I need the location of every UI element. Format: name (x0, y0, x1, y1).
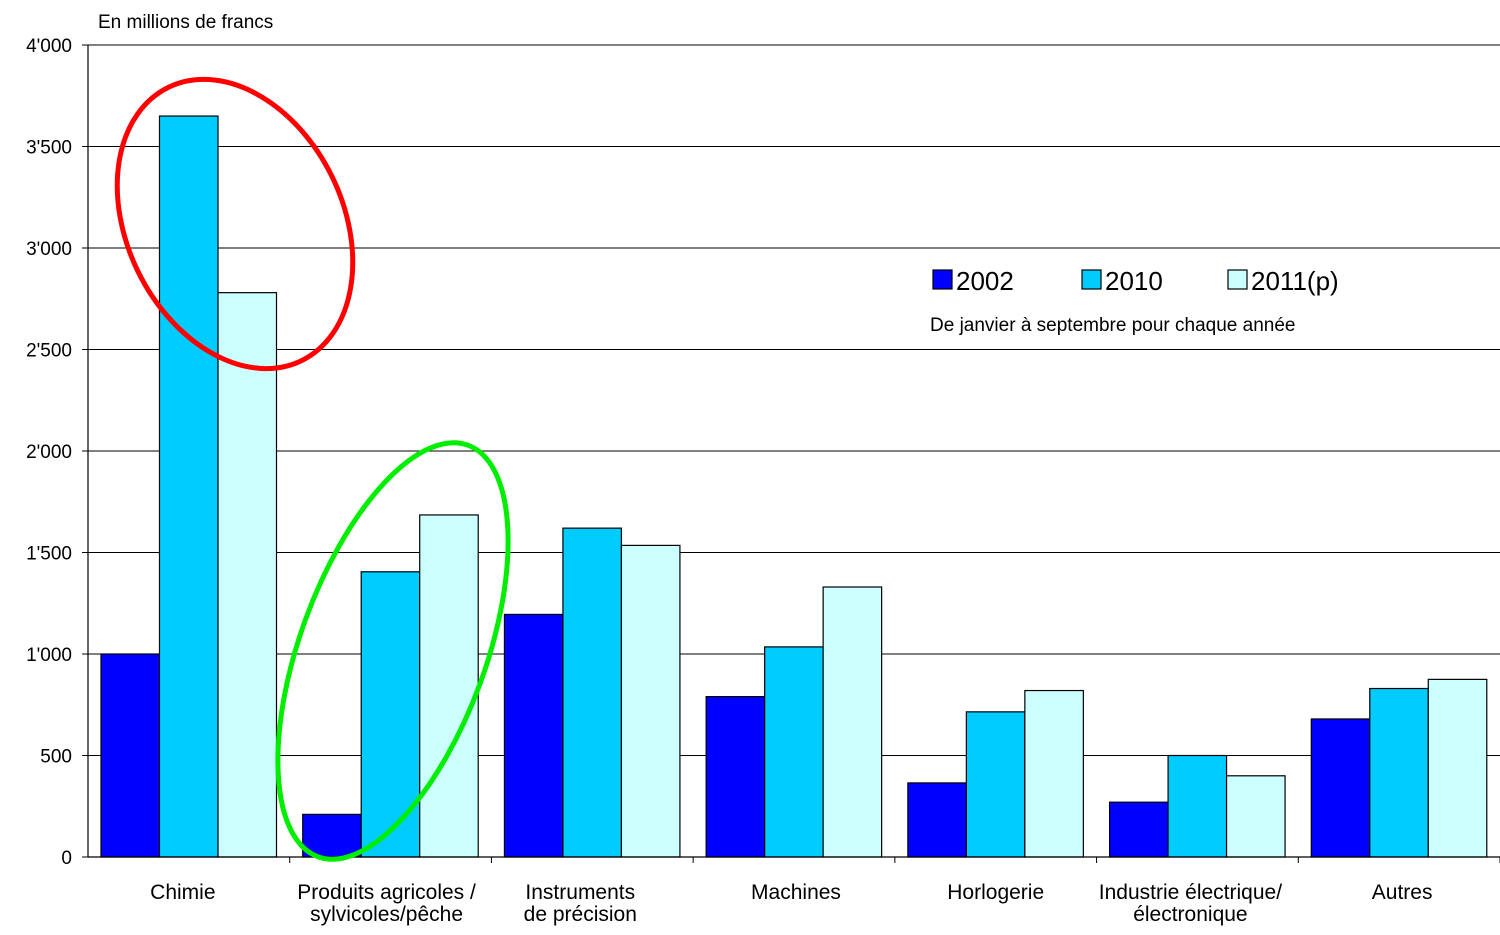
bar-2010-5 (1167, 754, 1228, 858)
bar-2011(p)-6 (1427, 678, 1488, 858)
bar-2002-1 (302, 813, 362, 858)
category-label-2-1: de précision (524, 903, 637, 926)
legend-swatch-2002 (932, 269, 953, 290)
highlight-ellipse-0 (114, 76, 356, 372)
annotations (114, 76, 511, 862)
bar-2011(p)-2 (620, 544, 681, 858)
category-label-1-1: sylvicoles/pêche (310, 903, 463, 926)
legend-swatch-2011(p) (1227, 269, 1248, 290)
y-tick-label-7: 3'500 (26, 138, 72, 159)
category-label-3-0: Machines (751, 881, 841, 904)
category-label-5-1: électronique (1133, 903, 1247, 926)
y-tick-label-6: 3'000 (26, 239, 72, 260)
category-label-4-0: Horlogerie (947, 881, 1044, 904)
gridlines (88, 44, 1500, 756)
bar-2002-6 (1310, 718, 1371, 858)
y-tick-label-8: 4'000 (26, 36, 72, 57)
category-label-1-0: Produits agricoles / (297, 881, 476, 904)
legend-swatch-2010 (1081, 269, 1102, 290)
y-tick-label-1: 500 (40, 747, 72, 768)
bar-2002-4 (907, 782, 967, 858)
bar-2010-6 (1369, 687, 1429, 858)
bar-2011(p)-0 (217, 292, 278, 858)
bar-2010-1 (360, 571, 421, 858)
category-labels: Chimie Produits agricoles /sylvicoles/pêc… (150, 881, 1432, 926)
y-tick-label-3: 1'500 (26, 544, 72, 565)
bar-2011(p)-1 (419, 514, 479, 858)
category-label-5-0: Industrie électrique/ (1099, 881, 1282, 904)
bar-2002-5 (1108, 801, 1169, 858)
legend-label-2002: 2002 (956, 266, 1014, 296)
bar-2011(p)-4 (1024, 689, 1084, 858)
category-label-2-0: Instruments (525, 881, 635, 904)
note-text: De janvier à septembre pour chaque année (930, 315, 1295, 336)
bar-2010-0 (158, 115, 219, 858)
y-tick-label-2: 1'000 (26, 645, 72, 666)
bar-2002-0 (100, 653, 161, 858)
bar-2010-2 (562, 527, 623, 858)
bars-group (100, 115, 1488, 858)
legend-label-2011(p): 2011(p) (1251, 266, 1339, 296)
legend-label-2010: 2010 (1105, 266, 1163, 296)
y-tick-label-5: 2'500 (26, 341, 72, 362)
category-label-0-0: Chimie (150, 881, 215, 904)
unit-label: En millions de francs (98, 12, 273, 33)
y-tick-label-0: 0 (61, 848, 72, 869)
y-tick-label-4: 2'000 (26, 442, 72, 463)
bar-2011(p)-3 (822, 586, 883, 858)
y-tick-labels: 0 500 1'000 1'500 2'000 2'500 3'000 3'500 4'000 (26, 36, 72, 869)
bar-2010-4 (965, 711, 1026, 858)
bar-2010-3 (764, 646, 824, 858)
highlight-ellipse-1 (275, 440, 511, 862)
bar-2002-2 (503, 613, 564, 858)
legend: 2002 2010 2011(p) (932, 266, 1339, 296)
bar-2002-3 (705, 696, 766, 858)
bar-2011(p)-5 (1225, 775, 1286, 858)
category-label-6-0: Autres (1372, 881, 1433, 904)
